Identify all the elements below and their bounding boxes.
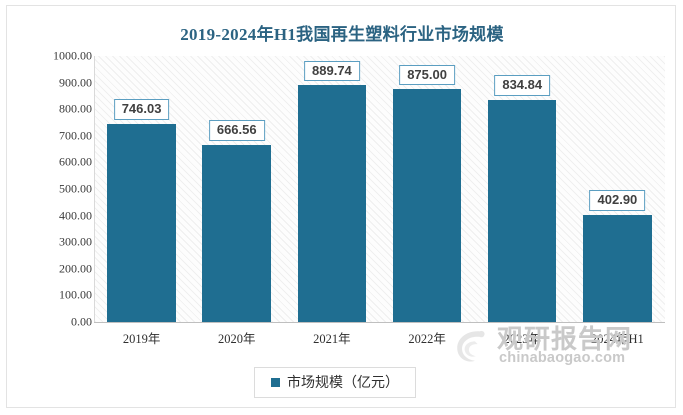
x-axis-line (94, 322, 665, 323)
bar-column: 875.00 (380, 56, 475, 322)
bar-value-label: 889.74 (304, 60, 360, 82)
plot-wrapper: 1000.00 900.00 800.00 700.00 600.00 500.00 400… (7, 6, 677, 409)
bar-column: 402.90 (570, 56, 665, 322)
y-axis-tick-label: 900.00 (59, 75, 92, 90)
legend-swatch-icon (271, 377, 280, 387)
bar-value-label: 875.00 (399, 64, 455, 86)
bar[interactable] (107, 123, 176, 322)
plot-area (94, 56, 665, 322)
y-axis-tick-label: 500.00 (59, 181, 92, 196)
bar-value-label: 666.56 (208, 120, 265, 141)
x-axis-tick-label: 2020年 (217, 332, 256, 346)
x-axis-tick-label: 2023年 (503, 332, 542, 346)
y-axis-tick-label: 400.00 (59, 208, 92, 223)
chart-title: 2019-2024年H1我国再生塑料行业市场规模 (180, 25, 504, 44)
y-axis-tick-label: 1000.00 (53, 48, 92, 63)
x-axis-tick-label: 2024年H1 (591, 332, 644, 346)
bar[interactable] (583, 214, 652, 322)
bar[interactable] (487, 99, 557, 322)
bar-value-label: 746.03 (113, 98, 170, 120)
chart-frame: 2019-2024年H1我国再生塑料行业市场规模 1000.00 900.00 80… (6, 5, 676, 408)
legend-item-label: 市场规模（亿元） (287, 376, 399, 391)
x-axis: 2019年 2020年 2021年 2022年 2023年 2024年H1 (94, 328, 665, 352)
chart-legend[interactable]: 市场规模（亿元） (254, 367, 416, 398)
y-axis-tick-label: 200.00 (59, 261, 92, 276)
y-axis-tick-label: 300.00 (59, 234, 92, 249)
bar-column: 746.03 (94, 56, 189, 322)
y-axis-tick-label: 700.00 (59, 128, 92, 143)
bar-value-label: 834.84 (494, 75, 551, 96)
x-axis-tick-label: 2021年 (313, 332, 351, 346)
bar-value-label: 402.90 (589, 190, 646, 211)
x-axis-tick-label: 2022年 (408, 332, 446, 346)
bar-column: 834.84 (475, 56, 570, 322)
bar[interactable] (202, 144, 271, 322)
bar[interactable] (392, 89, 462, 322)
y-axis-tick-label: 600.00 (59, 154, 92, 169)
bar[interactable] (297, 85, 367, 322)
bar-column: 666.56 (189, 56, 284, 322)
x-axis-tick-label: 2019年 (122, 332, 161, 346)
y-axis-tick-label: 800.00 (59, 101, 92, 116)
bar-series: 746.03 666.56 889.74 875.00 834.84 402.90 (94, 56, 665, 322)
y-axis-tick-label: 0.00 (71, 314, 92, 329)
bar-column: 889.74 (284, 56, 379, 322)
y-axis: 1000.00 900.00 800.00 700.00 600.00 500.00 400… (12, 6, 92, 409)
y-axis-tick-label: 100.00 (59, 287, 92, 302)
